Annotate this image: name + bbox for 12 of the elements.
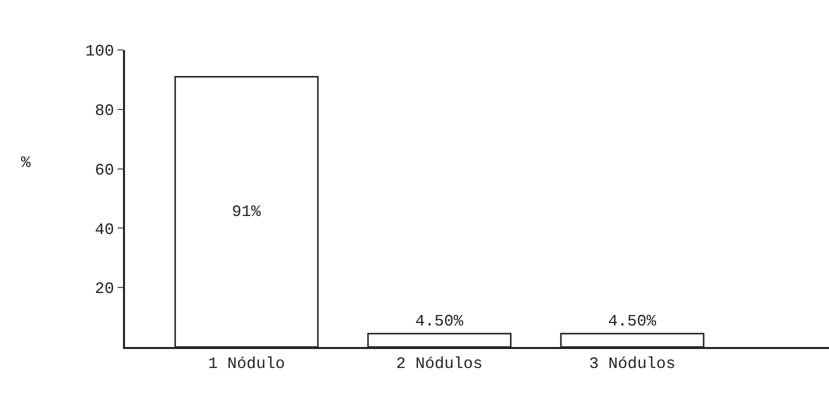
y-axis-title: % [21, 154, 31, 172]
data-label: 91% [232, 202, 262, 221]
y-tick-label: 20 [94, 280, 114, 298]
x-tick-label: 3 Nódulos [589, 354, 676, 373]
data-label: 4.50% [608, 312, 656, 331]
y-tick-label: 80 [94, 102, 114, 120]
y-tick-label: 100 [85, 42, 114, 61]
x-tick-label: 2 Nódulos [396, 354, 483, 373]
y-tick-label: 40 [94, 220, 114, 239]
x-tick-label: 1 Nódulo [208, 354, 285, 373]
data-label: 4.50% [415, 312, 464, 331]
y-tick-label: 60 [94, 161, 114, 180]
